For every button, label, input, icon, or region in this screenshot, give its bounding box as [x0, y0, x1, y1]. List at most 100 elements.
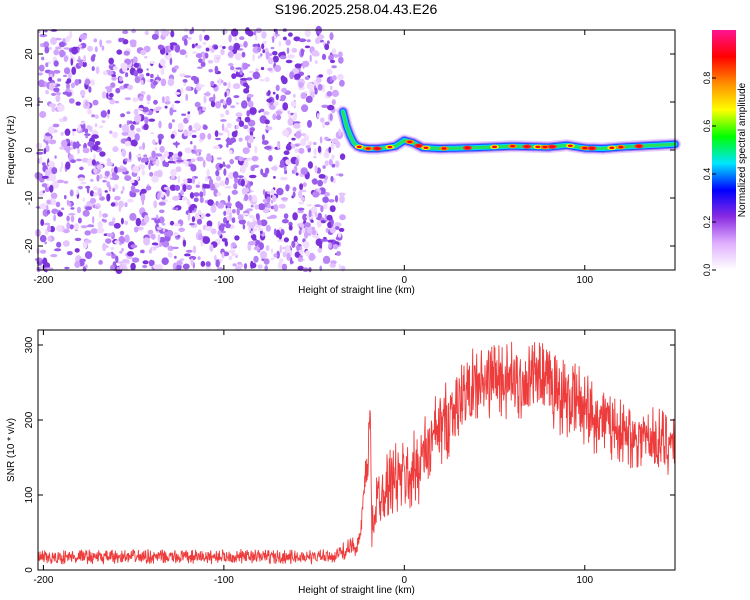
noise-blob	[165, 52, 169, 56]
noise-blob	[194, 207, 197, 212]
noise-blob	[162, 30, 170, 35]
noise-blob	[219, 163, 224, 169]
snr-x-tick-label: -100	[214, 575, 234, 586]
noise-blob	[327, 104, 335, 111]
noise-blob	[246, 110, 250, 117]
noise-blob	[207, 176, 212, 179]
noise-blob	[85, 135, 89, 139]
noise-blob	[175, 166, 182, 173]
noise-blob	[288, 32, 293, 37]
noise-blob	[84, 230, 91, 236]
noise-blob	[44, 241, 47, 245]
noise-blob	[244, 187, 250, 193]
noise-blob	[234, 52, 242, 61]
noise-blob	[278, 40, 282, 47]
noise-blob	[124, 97, 131, 101]
noise-blob	[189, 192, 195, 199]
noise-blob	[104, 86, 112, 90]
noise-blob	[146, 101, 151, 105]
noise-blob	[331, 65, 337, 69]
noise-blob	[286, 47, 290, 54]
noise-blob	[131, 257, 140, 263]
noise-blob	[265, 126, 273, 131]
noise-blob	[85, 239, 92, 244]
noise-blob	[108, 97, 113, 100]
noise-blob	[158, 236, 166, 243]
noise-blob	[70, 207, 75, 210]
noise-blob	[140, 49, 147, 56]
noise-blob	[265, 224, 271, 232]
noise-blob	[60, 131, 64, 136]
noise-blob	[243, 263, 248, 270]
noise-blob	[280, 94, 287, 100]
noise-blob	[252, 228, 258, 232]
noise-blob	[170, 176, 175, 180]
noise-blob	[204, 34, 210, 41]
noise-blob	[158, 201, 166, 206]
noise-blob	[63, 74, 67, 78]
noise-blob	[202, 41, 207, 46]
noise-blob	[157, 192, 161, 200]
noise-blob	[90, 228, 98, 234]
noise-blob	[87, 224, 94, 228]
noise-blob	[250, 165, 255, 172]
noise-blob	[84, 251, 93, 260]
noise-blob	[281, 263, 288, 271]
noise-blob	[100, 110, 108, 118]
noise-blob	[55, 37, 62, 41]
noise-blob	[307, 141, 313, 147]
noise-blob	[220, 119, 227, 122]
noise-blob	[278, 203, 286, 209]
noise-blob	[265, 245, 270, 252]
noise-blob	[184, 54, 188, 58]
noise-blob	[80, 42, 87, 49]
noise-blob	[207, 199, 214, 206]
noise-blob	[85, 185, 91, 189]
noise-blob	[77, 44, 83, 48]
noise-blob	[106, 158, 111, 163]
noise-blob	[267, 67, 273, 72]
noise-blob	[45, 89, 50, 95]
noise-blob	[167, 252, 173, 258]
noise-blob	[75, 101, 81, 106]
noise-blob	[278, 233, 283, 240]
noise-blob	[185, 162, 189, 167]
noise-blob	[238, 120, 245, 127]
noise-blob	[285, 159, 291, 166]
snr-panel: -200 -100 0 100 0 100 200 300 Height of straigh…	[6, 329, 676, 596]
noise-blob	[84, 128, 89, 134]
noise-blob	[78, 185, 83, 190]
ridge-hotspot-core	[387, 145, 393, 149]
noise-blob	[311, 229, 317, 236]
snr-plot-area	[37, 341, 676, 565]
noise-blob	[166, 229, 174, 237]
noise-blob	[191, 216, 195, 223]
noise-blob	[189, 223, 195, 226]
noise-blob	[293, 235, 298, 242]
noise-blob	[64, 195, 67, 200]
noise-blob	[149, 171, 154, 177]
noise-blob	[315, 60, 318, 64]
noise-blob	[297, 209, 304, 214]
noise-blob	[99, 151, 106, 157]
ridge-hotspot-core	[542, 145, 548, 149]
noise-blob	[300, 196, 305, 201]
noise-blob	[293, 121, 301, 124]
noise-blob	[174, 65, 179, 70]
noise-blob	[329, 113, 333, 122]
noise-blob	[237, 214, 244, 221]
noise-blob	[194, 101, 201, 108]
noise-blob	[302, 61, 305, 69]
noise-blob	[316, 216, 322, 220]
noise-blob	[217, 230, 222, 236]
noise-blob	[272, 113, 277, 121]
noise-blob	[171, 109, 177, 113]
noise-blob	[233, 183, 238, 190]
noise-blob	[256, 213, 260, 222]
noise-blob	[48, 139, 57, 145]
noise-blob	[167, 151, 174, 157]
noise-blob	[215, 175, 222, 182]
noise-blob	[235, 71, 239, 77]
noise-blob	[102, 213, 109, 218]
